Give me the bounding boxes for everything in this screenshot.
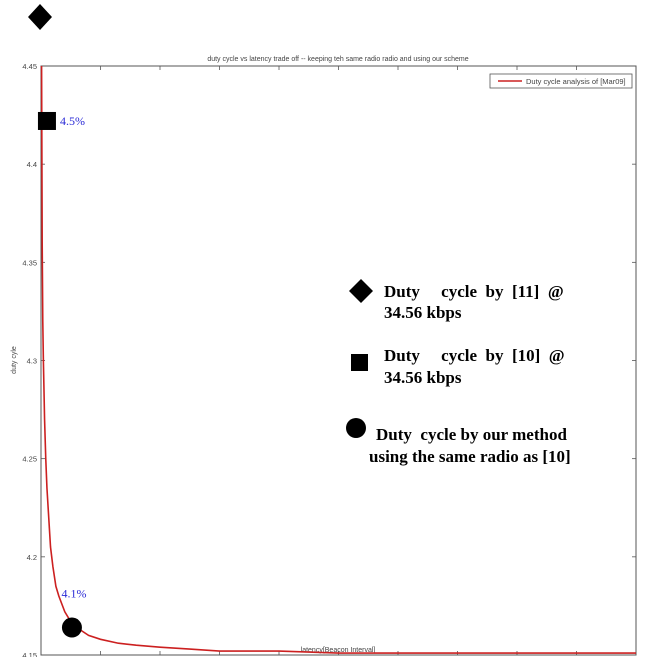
plot-area (40, 65, 637, 656)
square-marker-label: 4.5% (60, 114, 85, 128)
circle-marker-label: 4.1% (61, 587, 86, 601)
chart-title: duty cycle vs latency trade off -- keepi… (207, 56, 468, 63)
y-tick-label: 4.15 (22, 651, 37, 657)
annotation-3-line-2: using the same radio as [10] (369, 447, 571, 466)
y-tick-label: 4.45 (22, 62, 37, 71)
y-tick-label: 4.25 (22, 455, 37, 464)
square-marker (37, 111, 56, 130)
marker-annotations: Duty cycle by [11] @ 34.56 kbps Duty cyc… (346, 279, 571, 466)
legend: Duty cycle analysis of [Mar09] (489, 73, 633, 89)
annotation-2-line-1: Duty cycle by [10] @ (384, 346, 565, 365)
circle-marker (61, 617, 82, 638)
annotation-1-line-1: Duty cycle by [11] @ (384, 282, 564, 301)
y-axis-label: duty cyle (11, 346, 18, 374)
corner-diamond-icon (28, 4, 52, 30)
annotation-square-icon (351, 354, 368, 371)
annotation-2-line-2: 34.56 kbps (384, 368, 462, 387)
y-tick-label: 4.3 (27, 357, 37, 366)
annotation-circle-icon (346, 418, 366, 438)
data-markers: 4.5% 4.1% (37, 111, 86, 638)
y-tick-label: 4.35 (22, 258, 37, 267)
y-tick-label: 4.2 (27, 553, 37, 562)
legend-box (489, 73, 633, 89)
legend-entry-label: Duty cycle analysis of [Mar09] (526, 77, 626, 86)
x-axis-label: latency[Beacon Interval] (301, 647, 376, 654)
annotation-3-line-1: Duty cycle by our method (376, 425, 567, 444)
y-tick-label: 4.4 (27, 160, 37, 169)
annotation-diamond-icon (349, 279, 373, 303)
y-axis: 4.15 4.2 4.25 4.3 4.35 4.4 4.45 (22, 62, 636, 657)
plot-frame (40, 65, 637, 656)
annotation-1-line-2: 34.56 kbps (384, 303, 462, 322)
